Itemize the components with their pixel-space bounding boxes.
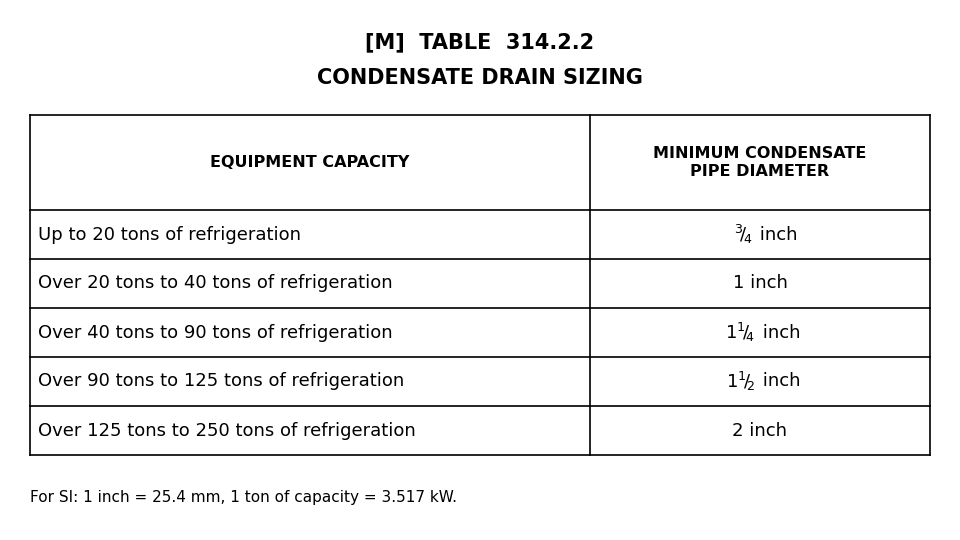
Text: inch: inch: [757, 323, 801, 341]
Text: 1 inch: 1 inch: [732, 274, 787, 293]
Text: MINIMUM CONDENSATE: MINIMUM CONDENSATE: [654, 146, 867, 161]
Text: Over 40 tons to 90 tons of refrigeration: Over 40 tons to 90 tons of refrigeration: [38, 323, 393, 341]
Text: Over 90 tons to 125 tons of refrigeration: Over 90 tons to 125 tons of refrigeratio…: [38, 373, 404, 390]
Text: CONDENSATE DRAIN SIZING: CONDENSATE DRAIN SIZING: [317, 68, 643, 88]
Text: inch: inch: [757, 373, 801, 390]
Text: $\mathregular{^3\!/\!_4}$: $\mathregular{^3\!/\!_4}$: [733, 223, 752, 246]
Text: Over 125 tons to 250 tons of refrigeration: Over 125 tons to 250 tons of refrigerati…: [38, 422, 416, 440]
Text: 2 inch: 2 inch: [732, 422, 787, 440]
Text: $\mathregular{1^1\!/\!_4}$: $\mathregular{1^1\!/\!_4}$: [725, 321, 755, 344]
Text: Up to 20 tons of refrigeration: Up to 20 tons of refrigeration: [38, 226, 301, 244]
Text: PIPE DIAMETER: PIPE DIAMETER: [690, 164, 829, 179]
Text: inch: inch: [754, 226, 798, 244]
Text: For SI: 1 inch = 25.4 mm, 1 ton of capacity = 3.517 kW.: For SI: 1 inch = 25.4 mm, 1 ton of capac…: [30, 490, 457, 505]
Text: EQUIPMENT CAPACITY: EQUIPMENT CAPACITY: [210, 155, 410, 170]
Text: $\mathregular{1^1\!/\!_2}$: $\mathregular{1^1\!/\!_2}$: [726, 370, 755, 393]
Text: Over 20 tons to 40 tons of refrigeration: Over 20 tons to 40 tons of refrigeration: [38, 274, 393, 293]
Text: [M]  TABLE  314.2.2: [M] TABLE 314.2.2: [366, 32, 594, 52]
